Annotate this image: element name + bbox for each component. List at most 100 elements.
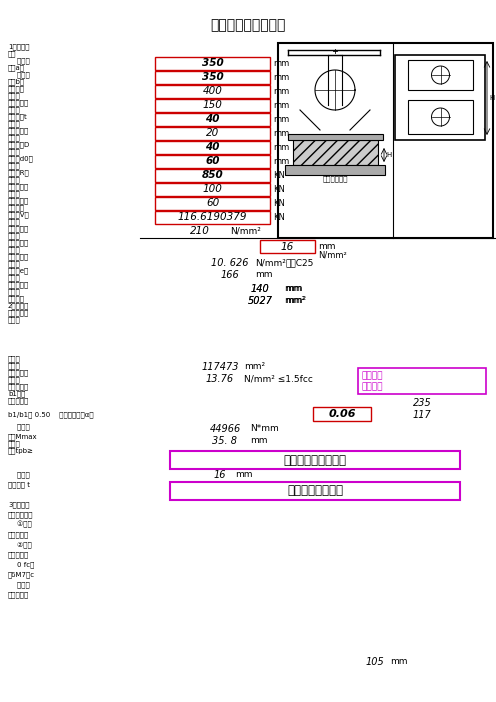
Text: 计厚度：t
立板及: 计厚度：t 立板及 <box>8 113 28 127</box>
Text: 850: 850 <box>202 171 223 180</box>
Text: 栓孔径：D
橡胶垫: 栓孔径：D 橡胶垫 <box>8 141 30 155</box>
Text: 0.06: 0.06 <box>328 409 356 419</box>
Text: 单直加: 单直加 <box>8 581 30 588</box>
FancyBboxPatch shape <box>408 100 473 134</box>
Text: 117: 117 <box>413 410 432 420</box>
Text: mm: mm <box>273 101 289 110</box>
Text: （按C25: （按C25 <box>285 258 313 267</box>
Text: N/mm²: N/mm² <box>318 250 347 259</box>
Text: mm: mm <box>273 157 289 166</box>
Text: 相邻支撑板
b1为支: 相邻支撑板 b1为支 <box>8 383 29 397</box>
Text: KN: KN <box>273 185 285 194</box>
Text: 13.76: 13.76 <box>206 374 234 384</box>
Text: mm²: mm² <box>285 296 306 305</box>
Text: 100: 100 <box>202 185 222 194</box>
Text: N/mm² ≤1.5fcc: N/mm² ≤1.5fcc <box>244 374 313 383</box>
Text: mm: mm <box>273 73 289 82</box>
Text: 密支座底板: 密支座底板 <box>8 531 29 538</box>
Text: 栓孔的面
2、支座底: 栓孔的面 2、支座底 <box>8 295 29 309</box>
Text: mm: mm <box>250 436 267 445</box>
Text: 分布反力：
底板背: 分布反力： 底板背 <box>8 369 29 383</box>
Text: 筋板厚度：
底板厚: 筋板厚度： 底板厚 <box>8 127 29 141</box>
Text: 116.6190379: 116.6190379 <box>178 213 247 223</box>
Text: 心抗压强度
加劲板: 心抗压强度 加劲板 <box>8 253 29 267</box>
FancyBboxPatch shape <box>408 60 473 90</box>
FancyBboxPatch shape <box>155 211 270 224</box>
Text: 140: 140 <box>250 284 269 294</box>
Text: mm: mm <box>273 87 289 96</box>
FancyBboxPatch shape <box>358 368 486 394</box>
Text: 座截面中心: 座截面中心 <box>8 397 29 404</box>
Text: 210: 210 <box>190 226 210 236</box>
Text: mm: mm <box>255 270 272 279</box>
FancyBboxPatch shape <box>155 85 270 98</box>
FancyBboxPatch shape <box>313 407 371 421</box>
Text: 350: 350 <box>202 58 223 69</box>
Text: 350: 350 <box>202 72 223 83</box>
Text: mm: mm <box>318 242 335 251</box>
Text: N/mm²: N/mm² <box>255 258 286 267</box>
Text: mm: mm <box>273 59 289 68</box>
Text: 底板尺寸: 底板尺寸 <box>361 371 382 380</box>
Text: 占板厚度 t: 占板厚度 t <box>8 481 30 488</box>
Text: mm: mm <box>284 284 302 293</box>
FancyBboxPatch shape <box>278 43 493 238</box>
Text: 故底板厚度符合要求: 故底板厚度符合要求 <box>284 453 347 467</box>
Text: KN: KN <box>273 213 285 222</box>
Bar <box>285 165 385 175</box>
Text: 综合要求: 综合要求 <box>361 382 382 391</box>
Text: mm²: mm² <box>244 362 265 371</box>
Text: 与立板规律
柱的缝: 与立板规律 柱的缝 <box>8 239 29 253</box>
Text: 140: 140 <box>250 284 269 294</box>
Text: 反力：R＝
对应支: 反力：R＝ 对应支 <box>8 169 30 183</box>
Text: H: H <box>386 152 391 158</box>
Text: mm: mm <box>273 143 289 152</box>
Text: 座水平力：
对应支: 座水平力： 对应支 <box>8 183 29 197</box>
FancyBboxPatch shape <box>155 127 270 140</box>
FancyBboxPatch shape <box>170 451 460 469</box>
Text: N*mm: N*mm <box>250 424 279 433</box>
Text: KN: KN <box>273 199 285 208</box>
Text: 矩：Mmax
底板厚: 矩：Mmax 底板厚 <box>8 433 38 447</box>
Text: 计高度：
支座球: 计高度： 支座球 <box>8 85 25 99</box>
Text: 40: 40 <box>205 114 220 124</box>
Text: 5027: 5027 <box>248 296 272 306</box>
Text: 44966: 44966 <box>209 424 241 434</box>
FancyBboxPatch shape <box>155 183 270 196</box>
Text: 3、支座节: 3、支座节 <box>8 501 29 508</box>
Text: 度设计值：
加助板: 度设计值： 加助板 <box>8 225 29 239</box>
Text: 166: 166 <box>221 270 240 280</box>
FancyBboxPatch shape <box>155 71 270 84</box>
Text: 支柱节: 支柱节 <box>8 471 30 477</box>
Text: 20: 20 <box>206 128 219 138</box>
Bar <box>293 140 378 165</box>
Text: 10. 626: 10. 626 <box>211 258 249 268</box>
FancyBboxPatch shape <box>155 169 270 182</box>
Text: 235: 235 <box>413 398 432 408</box>
Text: 宽度：e＝
立板与: 宽度：e＝ 立板与 <box>8 267 29 282</box>
Text: 占据截面积绳: 占据截面积绳 <box>8 511 34 517</box>
Text: 40: 40 <box>205 143 220 152</box>
Text: 117473: 117473 <box>201 362 239 372</box>
Text: ①一般: ①一般 <box>8 521 32 528</box>
Text: 规格支座图样: 规格支座图样 <box>322 175 348 182</box>
Text: H: H <box>489 95 494 101</box>
Text: mm: mm <box>285 284 303 293</box>
Text: （δM7＋c: （δM7＋c <box>8 571 35 578</box>
Text: N/mm²: N/mm² <box>230 226 261 235</box>
Text: 16: 16 <box>214 470 226 480</box>
Text: 150: 150 <box>202 100 222 110</box>
FancyBboxPatch shape <box>155 141 270 154</box>
Text: 底板长
度：b＝: 底板长 度：b＝ <box>8 71 30 85</box>
Text: 半径大小：
底板设: 半径大小： 底板设 <box>8 99 29 113</box>
Text: 板厚度及立
底板净: 板厚度及立 底板净 <box>8 309 29 323</box>
Text: mm: mm <box>235 470 252 479</box>
Text: 105: 105 <box>366 657 384 667</box>
FancyBboxPatch shape <box>170 482 460 500</box>
Text: 底板弯: 底板弯 <box>8 423 30 430</box>
Text: 合力：V＝
钢材强: 合力：V＝ 钢材强 <box>8 211 30 225</box>
Text: KN: KN <box>273 171 285 180</box>
Text: mm: mm <box>273 129 289 138</box>
Text: 底板宽
度：a＝: 底板宽 度：a＝ <box>8 57 30 71</box>
Text: 35. 8: 35. 8 <box>212 436 238 446</box>
